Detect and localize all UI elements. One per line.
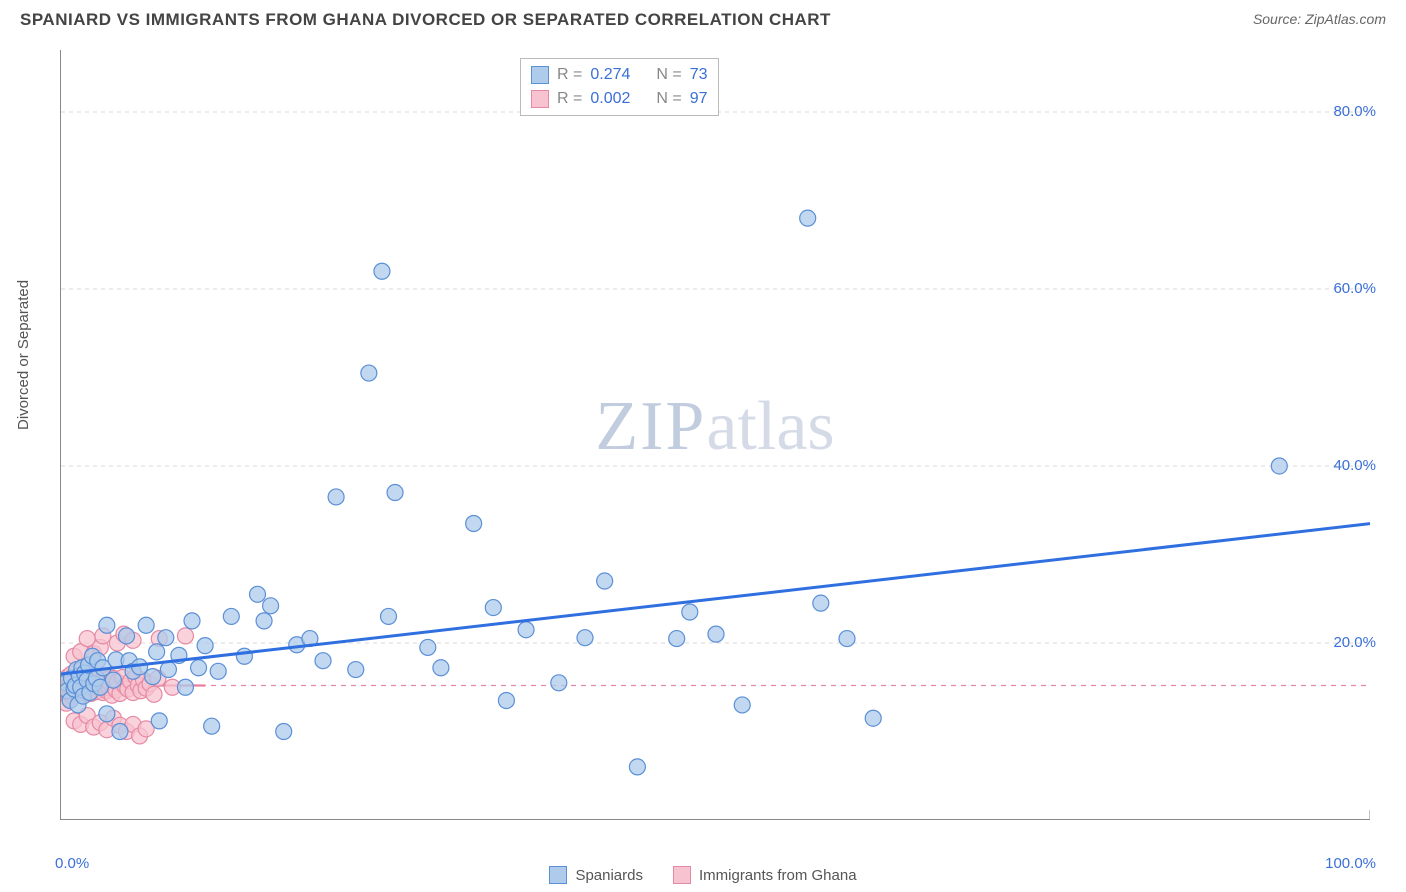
r-label-blue: R = bbox=[557, 63, 582, 87]
swatch-pink bbox=[531, 90, 549, 108]
n-label-pink: N = bbox=[656, 87, 681, 111]
r-value-pink: 0.002 bbox=[590, 87, 630, 111]
correlation-stats-box: R = 0.274 N = 73 R = 0.002 N = 97 bbox=[520, 58, 719, 116]
legend-label-spaniards: Spaniards bbox=[575, 867, 643, 884]
source-name: ZipAtlas.com bbox=[1305, 11, 1386, 27]
r-label-pink: R = bbox=[557, 87, 582, 111]
y-tick-label: 20.0% bbox=[1333, 634, 1376, 651]
n-label-blue: N = bbox=[656, 63, 681, 87]
stats-row-blue: R = 0.274 N = 73 bbox=[531, 63, 708, 87]
y-tick-label: 40.0% bbox=[1333, 457, 1376, 474]
plot-svg bbox=[60, 50, 1370, 820]
legend-item-ghana: Immigrants from Ghana bbox=[673, 866, 857, 884]
legend-label-ghana: Immigrants from Ghana bbox=[699, 867, 857, 884]
n-value-pink: 97 bbox=[690, 87, 708, 111]
scatter-chart: ZIPatlas R = 0.274 N = 73 R = 0.002 N = … bbox=[60, 50, 1370, 820]
source-attribution: Source: ZipAtlas.com bbox=[1253, 11, 1386, 29]
legend-swatch-blue bbox=[549, 866, 567, 884]
swatch-blue bbox=[531, 66, 549, 84]
chart-title: SPANIARD VS IMMIGRANTS FROM GHANA DIVORC… bbox=[20, 10, 831, 30]
y-axis-label: Divorced or Separated bbox=[15, 280, 32, 430]
legend-swatch-pink bbox=[673, 866, 691, 884]
legend-item-spaniards: Spaniards bbox=[549, 866, 643, 884]
y-tick-label: 80.0% bbox=[1333, 103, 1376, 120]
stats-row-pink: R = 0.002 N = 97 bbox=[531, 87, 708, 111]
source-prefix: Source: bbox=[1253, 11, 1305, 27]
bottom-legend: Spaniards Immigrants from Ghana bbox=[0, 866, 1406, 884]
n-value-blue: 73 bbox=[690, 63, 708, 87]
r-value-blue: 0.274 bbox=[590, 63, 630, 87]
y-tick-label: 60.0% bbox=[1333, 280, 1376, 297]
